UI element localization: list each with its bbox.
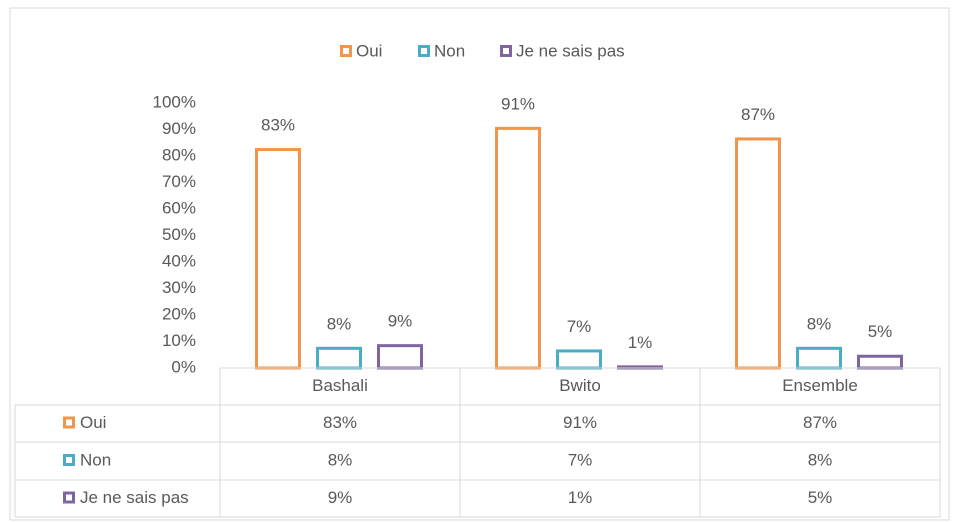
table-cell: 5% [808, 488, 833, 507]
y-tick-label: 80% [162, 145, 196, 164]
bar [495, 126, 541, 370]
table-legend-key [63, 416, 75, 429]
y-tick-label: 70% [162, 172, 196, 191]
chart-border [9, 7, 950, 521]
x-tick-label: Ensemble [782, 376, 858, 395]
y-tick-label: 100% [153, 92, 196, 111]
table-cell: 7% [568, 450, 593, 469]
data-label: 7% [567, 317, 592, 336]
data-label: 5% [868, 322, 893, 341]
legend-label: Non [434, 41, 465, 60]
legend-key [340, 45, 352, 57]
y-tick-label: 10% [162, 331, 196, 350]
bar [377, 344, 423, 370]
x-tick-label: Bashali [312, 376, 368, 395]
bar [316, 346, 362, 370]
table-row-label: Oui [80, 413, 106, 432]
y-tick-label: 30% [162, 278, 196, 297]
legend-key [500, 45, 512, 57]
table-cell: 87% [803, 413, 837, 432]
table-cell: 8% [328, 450, 353, 469]
bar [255, 148, 301, 370]
table-cell: 9% [328, 488, 353, 507]
bar [796, 346, 842, 370]
y-tick-label: 50% [162, 225, 196, 244]
legend-label: Je ne sais pas [516, 41, 625, 60]
table-cell: 8% [808, 450, 833, 469]
x-tick-label: Bwito [559, 376, 601, 395]
table-row-label: Je ne sais pas [80, 488, 189, 507]
data-label: 8% [327, 314, 352, 333]
y-tick-label: 20% [162, 304, 196, 323]
table-cell: 91% [563, 413, 597, 432]
bar [556, 349, 602, 370]
legend-key [418, 45, 430, 57]
bar [735, 137, 781, 370]
legend-label: Oui [356, 41, 382, 60]
y-tick-label: 0% [171, 357, 196, 376]
y-tick-label: 90% [162, 119, 196, 138]
table-row-label: Non [80, 450, 111, 469]
y-tick-label: 60% [162, 198, 196, 217]
bar [857, 354, 903, 370]
data-label: 83% [261, 116, 295, 135]
table-legend-key [63, 454, 75, 466]
table-cell: 1% [568, 488, 593, 507]
table-cell: 83% [323, 413, 357, 432]
data-label: 91% [501, 94, 535, 113]
data-label: 9% [388, 312, 413, 331]
y-tick-label: 40% [162, 251, 196, 270]
table-legend-key [63, 491, 75, 504]
data-label: 87% [741, 105, 775, 124]
data-label: 8% [807, 314, 832, 333]
data-label: 1% [628, 333, 653, 352]
